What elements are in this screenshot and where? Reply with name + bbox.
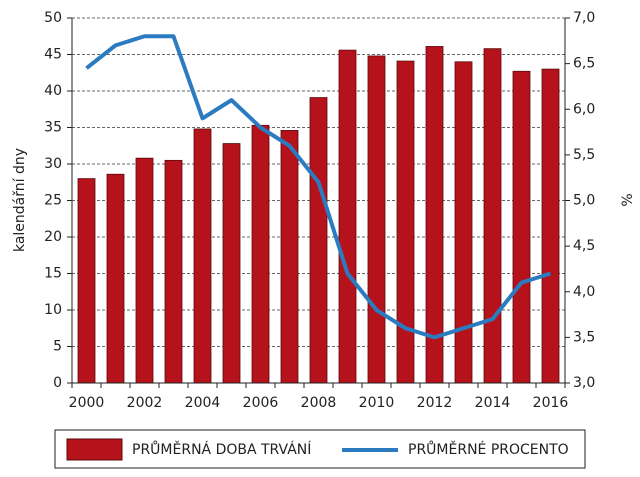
- y-tick-label: 20: [44, 229, 62, 245]
- y-axis-label: kalendářní dny: [12, 148, 28, 252]
- bar: [367, 55, 386, 384]
- y-tick-label: 0: [53, 375, 62, 391]
- line: [85, 34, 552, 340]
- y-tick-label: 10: [44, 302, 62, 318]
- bar: [396, 60, 415, 384]
- y-tick-label: 45: [44, 47, 62, 63]
- x-tick-label: 2014: [475, 395, 511, 411]
- y2-tick-label: 6,5: [573, 56, 595, 72]
- x-tick-label: 2012: [417, 395, 453, 411]
- y2-axis-label: %: [620, 193, 636, 206]
- y-tick-label: 25: [44, 193, 62, 209]
- bar: [280, 130, 299, 384]
- bar: [483, 48, 502, 384]
- y2-tick-label: 5,5: [573, 147, 595, 163]
- x-tick-label: 2002: [127, 395, 163, 411]
- bar: [222, 143, 241, 384]
- x-tick-label: 2010: [359, 395, 395, 411]
- bar: [338, 49, 357, 384]
- x-tick-label: 2006: [243, 395, 279, 411]
- y2-tick-label: 5,0: [573, 193, 595, 209]
- bar: [541, 68, 560, 384]
- bar: [454, 61, 473, 384]
- y-tick-label: 30: [44, 156, 62, 172]
- bar: [309, 97, 328, 384]
- bar: [164, 159, 183, 384]
- bar: [135, 157, 154, 384]
- x-tick-label: 2004: [185, 395, 221, 411]
- y2-tick-label: 6,0: [573, 101, 595, 117]
- x-tick-label: 2008: [301, 395, 337, 411]
- y-tick-label: 5: [53, 339, 62, 355]
- y2-tick-label: 3,0: [573, 375, 595, 391]
- bar: [251, 124, 270, 384]
- legend-label: PRŮMĚRNÁ DOBA TRVÁNÍ: [132, 440, 311, 458]
- legend-label: PRŮMĚRNÉ PROCENTO: [408, 440, 569, 458]
- x-tick-label: 2016: [533, 395, 569, 411]
- legend-swatch: [66, 438, 123, 461]
- legend-box: [54, 429, 586, 469]
- bar: [193, 128, 212, 384]
- x-tick-label: 2000: [69, 395, 105, 411]
- bar: [106, 173, 125, 384]
- y2-tick-label: 7,0: [573, 10, 595, 26]
- bar: [425, 46, 444, 384]
- y2-tick-label: 4,5: [573, 238, 595, 254]
- y-tick-label: 50: [44, 10, 62, 26]
- y-tick-label: 40: [44, 83, 62, 99]
- y-tick-label: 35: [44, 120, 62, 136]
- bar: [512, 70, 531, 384]
- y2-tick-label: 4,0: [573, 284, 595, 300]
- bar: [77, 178, 96, 384]
- y-tick-label: 15: [44, 266, 62, 282]
- y2-tick-label: 3,5: [573, 329, 595, 345]
